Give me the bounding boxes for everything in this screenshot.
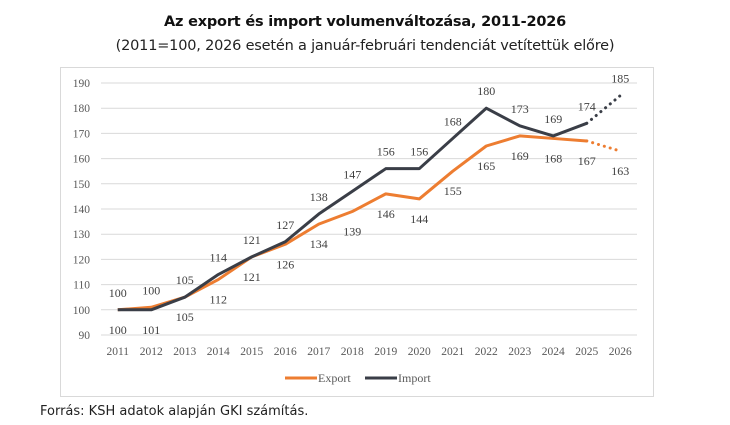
x-tick-label: 2023: [508, 346, 531, 358]
x-tick-label: 2017: [307, 346, 330, 358]
data-labels: 100 100 100 101 105 105 114 112 121 121 127 126 138 1…: [109, 72, 630, 337]
legend: Export Import: [285, 371, 431, 385]
chart-subtitle: (2011=100, 2026 esetén a január-februári…: [115, 38, 615, 54]
import-legend-label: Import: [398, 371, 431, 385]
import-data-label: 185: [611, 72, 629, 86]
y-tick-label: 130: [73, 229, 91, 241]
export-projection-line: [585, 139, 622, 153]
export-data-label: 121: [243, 270, 261, 284]
x-tick-label: 2020: [408, 346, 431, 358]
export-data-label: 155: [444, 184, 462, 198]
x-tick-label: 2019: [374, 346, 397, 358]
export-data-label: 100: [109, 323, 127, 337]
y-tick-label: 100: [73, 305, 91, 317]
x-tick-label: 2014: [207, 346, 230, 358]
export-data-label: 105: [176, 310, 194, 324]
y-tick-label: 110: [73, 280, 90, 292]
export-data-label: 169: [511, 149, 529, 163]
export-data-label: 101: [142, 323, 160, 337]
x-tick-label: 2026: [609, 346, 632, 358]
source-note: Forrás: KSH adatok alapján GKI számítás.: [40, 404, 309, 419]
import-data-label: 156: [377, 145, 395, 159]
y-tick-label: 150: [73, 179, 91, 191]
import-data-label: 100: [142, 283, 160, 297]
y-tick-label: 140: [73, 204, 91, 216]
import-data-label: 127: [276, 218, 294, 232]
x-tick-label: 2022: [475, 346, 498, 358]
import-data-label: 169: [544, 112, 562, 126]
y-axis-ticks: 90 100 110 120 130 140 150 160 170 180 190: [73, 78, 91, 342]
import-data-label: 174: [578, 99, 596, 113]
export-data-label: 134: [310, 237, 328, 251]
chart-title: Az export és import volumenváltozása, 20…: [163, 14, 567, 30]
export-data-label: 146: [377, 207, 395, 221]
chart-frame: [60, 67, 654, 397]
import-projection-line: [585, 94, 622, 125]
y-tick-label: 170: [73, 128, 91, 140]
x-tick-label: 2012: [140, 346, 163, 358]
x-tick-label: 2016: [274, 346, 297, 358]
export-data-label: 167: [578, 154, 596, 168]
y-tick-label: 190: [73, 78, 91, 90]
x-tick-label: 2015: [240, 346, 263, 358]
x-tick-label: 2025: [575, 346, 598, 358]
import-data-label: 100: [109, 286, 127, 300]
export-data-label: 144: [410, 212, 428, 226]
import-data-label: 173: [511, 102, 529, 116]
x-axis-ticks: 2011 2012 2013 2014 2015 2016 2017 2018 2019 2020…: [106, 346, 632, 358]
import-data-label: 156: [410, 145, 428, 159]
import-data-label: 114: [209, 251, 227, 265]
y-tick-label: 120: [73, 254, 91, 266]
y-tick-label: 160: [73, 154, 91, 166]
export-data-label: 126: [276, 257, 294, 271]
x-tick-label: 2018: [341, 346, 364, 358]
import-data-label: 121: [243, 233, 261, 247]
x-tick-label: 2021: [441, 346, 464, 358]
x-tick-label: 2013: [173, 346, 196, 358]
y-tick-label: 90: [79, 330, 91, 342]
import-data-label: 180: [477, 84, 495, 98]
export-legend-label: Export: [318, 371, 351, 385]
export-data-label: 139: [343, 225, 361, 239]
import-data-label: 168: [444, 114, 462, 128]
export-data-label: 163: [611, 164, 629, 178]
import-data-label: 147: [343, 167, 361, 181]
import-data-label: 138: [310, 190, 328, 204]
export-data-label: 112: [209, 293, 227, 307]
import-data-label: 105: [176, 273, 194, 287]
series-lines: [117, 94, 622, 312]
export-data-label: 165: [477, 159, 495, 173]
x-tick-label: 2024: [542, 346, 565, 358]
y-tick-label: 180: [73, 103, 91, 115]
x-tick-label: 2011: [106, 346, 129, 358]
export-data-label: 168: [544, 151, 562, 165]
import-line: [117, 106, 588, 312]
